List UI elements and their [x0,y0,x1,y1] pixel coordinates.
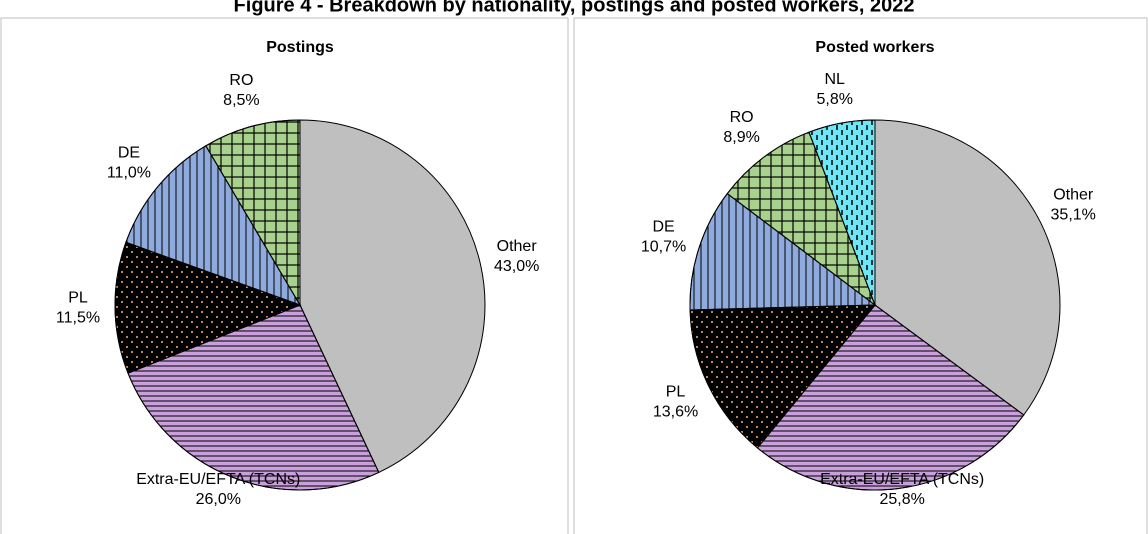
slice-label: Other [497,238,538,255]
slice-value-label: 10,7% [641,239,686,256]
slice-label: PL [666,384,686,401]
slice-pattern [808,119,876,306]
slice-pattern [114,241,302,374]
figure-title: Figure 4 - Breakdown by nationality, pos… [234,0,915,16]
chart-title: Postings [266,39,334,56]
slice-value-label: 13,6% [653,404,698,421]
slice-pattern [127,304,380,491]
pie-slice [874,119,1061,416]
slice-value-label: 8,5% [223,92,259,109]
slice-value-label: 8,9% [723,129,759,146]
panel-frame [0,17,569,534]
slice-value-label: 11,0% [107,165,151,182]
pie-slice [299,119,486,474]
slice-value-label: 25,8% [879,491,924,508]
panel-frame [573,17,1148,534]
slice-value-label: 26,0% [196,491,241,508]
slice-pattern [125,145,302,306]
slice-pattern [689,192,877,311]
slice-value-label: 43,0% [494,258,539,275]
slice-label: Extra-EU/EFTA (TCNs) [820,471,984,488]
slice-label: Extra-EU/EFTA (TCNs) [136,471,300,488]
slice-pattern [726,131,877,307]
slice-label: PL [68,290,88,307]
slice-value-label: 5,8% [816,91,852,108]
slice-label: DE [118,145,140,162]
slice-label: NL [825,71,846,88]
slice-value-label: 35,1% [1051,206,1096,223]
slice-label: Other [1053,186,1094,203]
slice-label: RO [229,72,253,89]
chart-title: Posted workers [815,39,934,56]
slice-pattern [689,304,877,449]
slice-pattern [205,119,301,307]
slice-label: DE [652,219,674,236]
slice-value-label: 11,5% [56,310,100,327]
slice-label: RO [730,109,754,126]
slice-pattern [756,304,1025,491]
